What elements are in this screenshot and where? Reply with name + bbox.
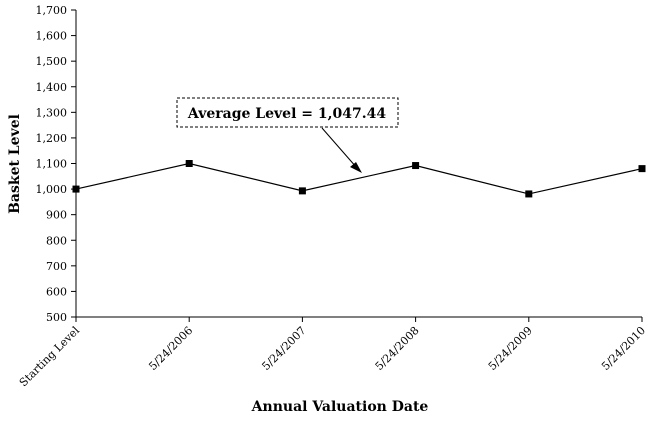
data-point-marker bbox=[412, 162, 420, 170]
x-tick-label: 5/24/2010 bbox=[599, 324, 648, 373]
y-tick-label: 1,100 bbox=[36, 158, 68, 171]
y-tick-label: 1,200 bbox=[36, 132, 68, 145]
y-tick-label: 1,500 bbox=[36, 55, 68, 68]
data-point-marker bbox=[298, 187, 306, 195]
data-point-marker bbox=[638, 165, 646, 173]
x-tick-label: 5/24/2009 bbox=[486, 324, 535, 373]
y-tick-label: 700 bbox=[46, 260, 67, 273]
x-tick-group: Starting Level 5/24/2006 5/24/2007 5/24/200… bbox=[17, 317, 648, 389]
data-point-marker bbox=[72, 185, 80, 193]
y-tick-label: 1,000 bbox=[36, 183, 68, 196]
y-tick-label: 900 bbox=[46, 209, 67, 222]
y-tick-label: 800 bbox=[46, 234, 67, 247]
y-tick-label: 1,300 bbox=[36, 106, 68, 119]
average-level-annotation: Average Level = 1,047.44 bbox=[176, 97, 399, 173]
annotation-text: Average Level = 1,047.44 bbox=[187, 106, 386, 122]
series-group bbox=[72, 160, 646, 198]
y-tick-label: 1,400 bbox=[36, 81, 68, 94]
annotation-arrowhead bbox=[350, 162, 362, 173]
y-axis-title: Basket Level bbox=[7, 114, 23, 214]
y-tick-group: 500 600 700 800 900 1,000 1,100 1,200 1,300 1,400… bbox=[36, 4, 76, 324]
y-tick-label: 1,600 bbox=[36, 30, 68, 43]
x-tick-label: 5/24/2008 bbox=[373, 324, 422, 373]
annotation-box bbox=[176, 97, 399, 128]
x-tick-label: 5/24/2006 bbox=[146, 324, 195, 373]
series-line bbox=[75, 162, 643, 195]
data-point-marker bbox=[525, 190, 533, 198]
y-tick-label: 500 bbox=[46, 311, 67, 324]
y-tick-label: 1,700 bbox=[36, 4, 68, 17]
x-axis-title: Annual Valuation Date bbox=[251, 399, 429, 415]
data-point-marker bbox=[185, 160, 193, 167]
annotation-arrow-line bbox=[321, 127, 358, 169]
x-tick-label: Starting Level bbox=[17, 324, 83, 390]
y-tick-label: 600 bbox=[46, 285, 67, 298]
x-tick-label: 5/24/2007 bbox=[259, 324, 308, 373]
